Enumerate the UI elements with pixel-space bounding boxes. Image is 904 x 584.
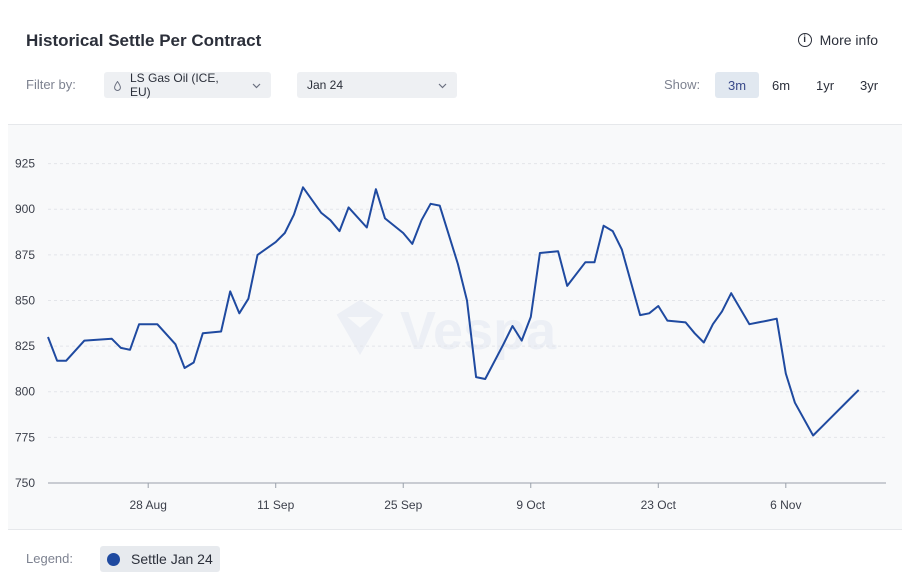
drop-icon [114, 80, 121, 91]
filter-label: Filter by: [26, 77, 76, 92]
chart-title: Historical Settle Per Contract [26, 31, 262, 50]
contract-dropdown[interactable]: Jan 24 [297, 72, 457, 98]
commodity-value: LS Gas Oil (ICE, EU) [130, 71, 219, 99]
range-3m-button[interactable]: 3m [715, 72, 759, 98]
chevron-down-icon [252, 78, 261, 92]
x-tick-label: 11 Sep [257, 498, 294, 512]
legend-item-settle[interactable]: Settle Jan 24 [100, 546, 220, 572]
range-1yr-button[interactable]: 1yr [815, 77, 835, 93]
x-tick-label: 28 Aug [130, 498, 167, 512]
series-line-settle [47, 186, 860, 437]
y-tick-label: 750 [15, 476, 35, 490]
y-tick-label: 800 [15, 385, 35, 399]
range-3yr-button[interactable]: 3yr [859, 77, 879, 93]
info-circle-icon: i [797, 33, 812, 47]
commodity-dropdown[interactable]: LS Gas Oil (ICE, EU) [104, 71, 271, 99]
legend-item-label: Settle Jan 24 [131, 551, 213, 567]
y-tick-label: 850 [15, 293, 35, 307]
legend-dot [107, 552, 120, 566]
watermark: Vespa [336, 299, 557, 361]
x-tick-label: 23 Oct [641, 498, 677, 512]
x-tick-label: 6 Nov [770, 498, 801, 512]
chevron-down-icon [438, 78, 447, 92]
y-tick-label: 825 [15, 339, 35, 353]
show-label: Show: [664, 77, 701, 92]
x-tick-label: 9 Oct [516, 498, 545, 512]
y-tick-label: 900 [15, 202, 35, 216]
x-tick-label: 25 Sep [384, 498, 422, 512]
chart-area: Vespa 750 775 800 825 850 875 900 925 28 Aug 11 … [8, 124, 902, 530]
watermark-text: Vespa [400, 301, 557, 361]
y-tick-label: 925 [15, 157, 35, 171]
more-info-button[interactable]: i More info [797, 32, 878, 48]
line-chart: Vespa 750 775 800 825 850 875 900 925 28 Aug 11 … [15, 157, 886, 512]
y-tick-label: 875 [15, 248, 35, 262]
watermark-logo [336, 299, 384, 355]
contract-value: Jan 24 [307, 78, 344, 92]
range-6m-button[interactable]: 6m [771, 77, 791, 93]
y-tick-label: 775 [15, 430, 35, 444]
more-info-label: More info [819, 32, 878, 48]
legend-label: Legend: [26, 551, 73, 566]
